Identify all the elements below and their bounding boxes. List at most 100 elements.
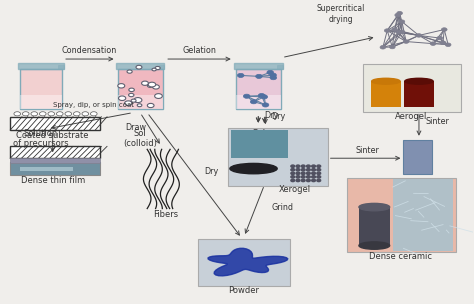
Circle shape <box>250 100 257 104</box>
FancyBboxPatch shape <box>116 63 164 69</box>
Text: Sinter: Sinter <box>425 117 449 126</box>
Circle shape <box>261 95 267 99</box>
FancyBboxPatch shape <box>359 207 390 246</box>
Circle shape <box>390 45 395 49</box>
Polygon shape <box>208 248 288 276</box>
FancyBboxPatch shape <box>118 95 163 109</box>
FancyBboxPatch shape <box>236 69 281 109</box>
FancyBboxPatch shape <box>236 95 281 109</box>
Circle shape <box>380 46 386 49</box>
Text: Aerogel: Aerogel <box>395 112 427 121</box>
Circle shape <box>307 169 310 171</box>
Circle shape <box>301 165 305 168</box>
Ellipse shape <box>128 93 134 97</box>
Circle shape <box>317 165 320 168</box>
Circle shape <box>73 112 80 116</box>
FancyBboxPatch shape <box>10 147 100 158</box>
Ellipse shape <box>129 88 134 92</box>
Ellipse shape <box>147 84 153 88</box>
Circle shape <box>291 176 295 178</box>
Circle shape <box>440 41 446 44</box>
Circle shape <box>291 165 295 168</box>
Circle shape <box>446 43 451 47</box>
Ellipse shape <box>148 82 156 87</box>
Circle shape <box>317 172 320 174</box>
Circle shape <box>296 176 300 178</box>
Circle shape <box>430 42 436 45</box>
Circle shape <box>296 169 300 171</box>
FancyBboxPatch shape <box>19 95 62 109</box>
Text: Spray, dip, or spin coat: Spray, dip, or spin coat <box>53 102 134 108</box>
Circle shape <box>437 36 443 40</box>
Circle shape <box>65 112 72 116</box>
Ellipse shape <box>137 104 142 107</box>
Circle shape <box>396 30 401 34</box>
Circle shape <box>14 112 20 116</box>
Ellipse shape <box>136 65 142 69</box>
Ellipse shape <box>142 81 148 85</box>
Text: Powder: Powder <box>228 285 259 295</box>
Circle shape <box>243 94 250 98</box>
Ellipse shape <box>131 99 136 102</box>
Ellipse shape <box>125 101 132 105</box>
Circle shape <box>307 172 310 174</box>
FancyBboxPatch shape <box>234 63 283 69</box>
Text: Dry: Dry <box>271 112 285 121</box>
Circle shape <box>301 169 305 171</box>
Circle shape <box>312 179 316 181</box>
Circle shape <box>317 179 320 181</box>
Circle shape <box>392 28 398 31</box>
FancyBboxPatch shape <box>10 117 100 130</box>
Text: Gel: Gel <box>251 129 265 138</box>
Text: Solution
of precursors: Solution of precursors <box>13 129 69 148</box>
Ellipse shape <box>152 68 156 71</box>
Text: Gelation: Gelation <box>182 46 216 55</box>
FancyBboxPatch shape <box>371 81 401 107</box>
Text: Grind: Grind <box>271 203 293 212</box>
Circle shape <box>395 13 401 17</box>
Circle shape <box>403 40 409 43</box>
FancyBboxPatch shape <box>228 128 328 186</box>
FancyBboxPatch shape <box>58 65 64 69</box>
Ellipse shape <box>118 84 125 88</box>
Circle shape <box>307 165 310 168</box>
FancyBboxPatch shape <box>10 162 100 174</box>
Ellipse shape <box>153 85 159 89</box>
Circle shape <box>262 103 269 107</box>
Text: Dry: Dry <box>204 167 218 176</box>
FancyBboxPatch shape <box>198 239 291 286</box>
Ellipse shape <box>118 96 126 101</box>
FancyBboxPatch shape <box>159 65 164 69</box>
Circle shape <box>91 112 97 116</box>
Circle shape <box>317 176 320 178</box>
Circle shape <box>397 12 402 15</box>
FancyBboxPatch shape <box>231 130 288 158</box>
Circle shape <box>291 172 295 174</box>
Text: Draw: Draw <box>125 123 146 132</box>
Circle shape <box>267 70 273 74</box>
Circle shape <box>255 74 262 78</box>
FancyBboxPatch shape <box>277 65 283 69</box>
Ellipse shape <box>134 98 142 102</box>
Circle shape <box>291 179 295 181</box>
Circle shape <box>301 179 305 181</box>
Circle shape <box>237 73 244 78</box>
Ellipse shape <box>372 78 400 84</box>
FancyBboxPatch shape <box>346 178 456 252</box>
Ellipse shape <box>155 67 160 70</box>
Circle shape <box>312 172 316 174</box>
Ellipse shape <box>127 70 132 73</box>
Ellipse shape <box>230 164 277 174</box>
Circle shape <box>296 172 300 174</box>
FancyBboxPatch shape <box>393 179 454 251</box>
Text: Sol
(colloid): Sol (colloid) <box>123 129 157 148</box>
Circle shape <box>258 93 265 98</box>
Circle shape <box>307 179 310 181</box>
FancyBboxPatch shape <box>18 63 64 69</box>
Circle shape <box>301 176 305 178</box>
Ellipse shape <box>359 203 390 211</box>
Text: Condensation: Condensation <box>62 46 117 55</box>
Text: Xerogel: Xerogel <box>279 185 311 195</box>
Text: Fibers: Fibers <box>154 210 179 219</box>
Circle shape <box>307 176 310 178</box>
